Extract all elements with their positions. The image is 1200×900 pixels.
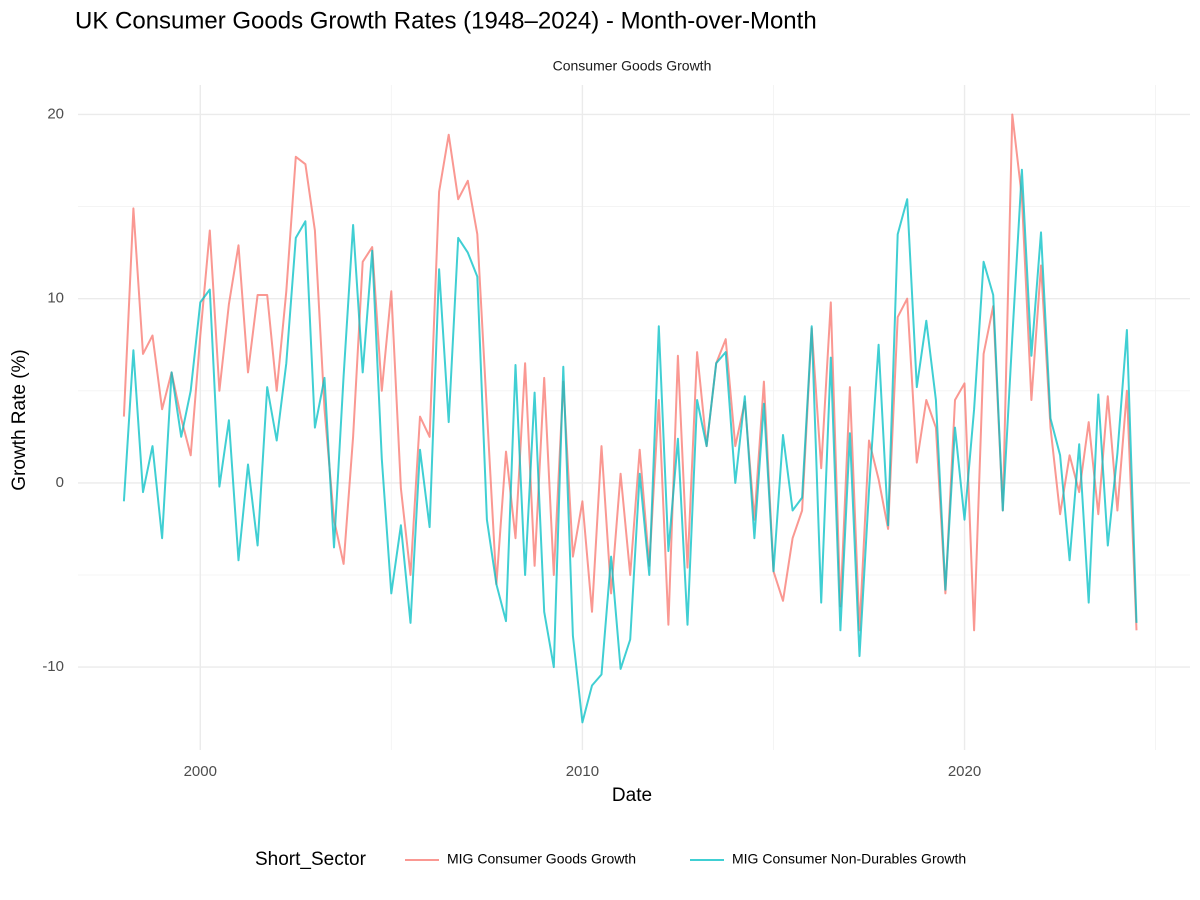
y-tick-label: 0	[56, 474, 64, 491]
legend-label: MIG Consumer Non-Durables Growth	[732, 851, 966, 867]
legend-title: Short_Sector	[255, 849, 367, 870]
x-tick-label: 2020	[948, 763, 981, 780]
y-tick-label: -10	[42, 658, 64, 675]
series-line	[122, 113, 1138, 632]
y-tick-label: 10	[47, 290, 64, 307]
grid	[78, 85, 1190, 750]
series-line	[122, 168, 1138, 724]
x-tick-label: 2010	[566, 763, 599, 780]
x-tick-label: 2000	[184, 763, 217, 780]
chart-title: UK Consumer Goods Growth Rates (1948–202…	[75, 7, 817, 34]
plot-lines	[122, 113, 1138, 724]
chart-subtitle: Consumer Goods Growth	[553, 58, 712, 74]
x-axis-label: Date	[612, 785, 652, 806]
y-axis-label: Growth Rate (%)	[9, 349, 30, 490]
y-tick-label: 20	[47, 105, 64, 122]
legend-label: MIG Consumer Goods Growth	[447, 851, 636, 867]
legend: Short_Sector MIG Consumer Goods Growth MIG…	[255, 849, 966, 870]
